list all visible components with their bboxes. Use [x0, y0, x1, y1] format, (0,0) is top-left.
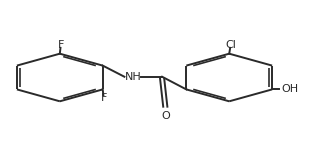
Text: F: F — [57, 40, 64, 50]
Text: NH: NH — [125, 72, 142, 82]
Text: Cl: Cl — [225, 40, 236, 50]
Text: OH: OH — [281, 84, 298, 94]
Text: O: O — [161, 111, 170, 121]
Text: F: F — [100, 93, 107, 103]
